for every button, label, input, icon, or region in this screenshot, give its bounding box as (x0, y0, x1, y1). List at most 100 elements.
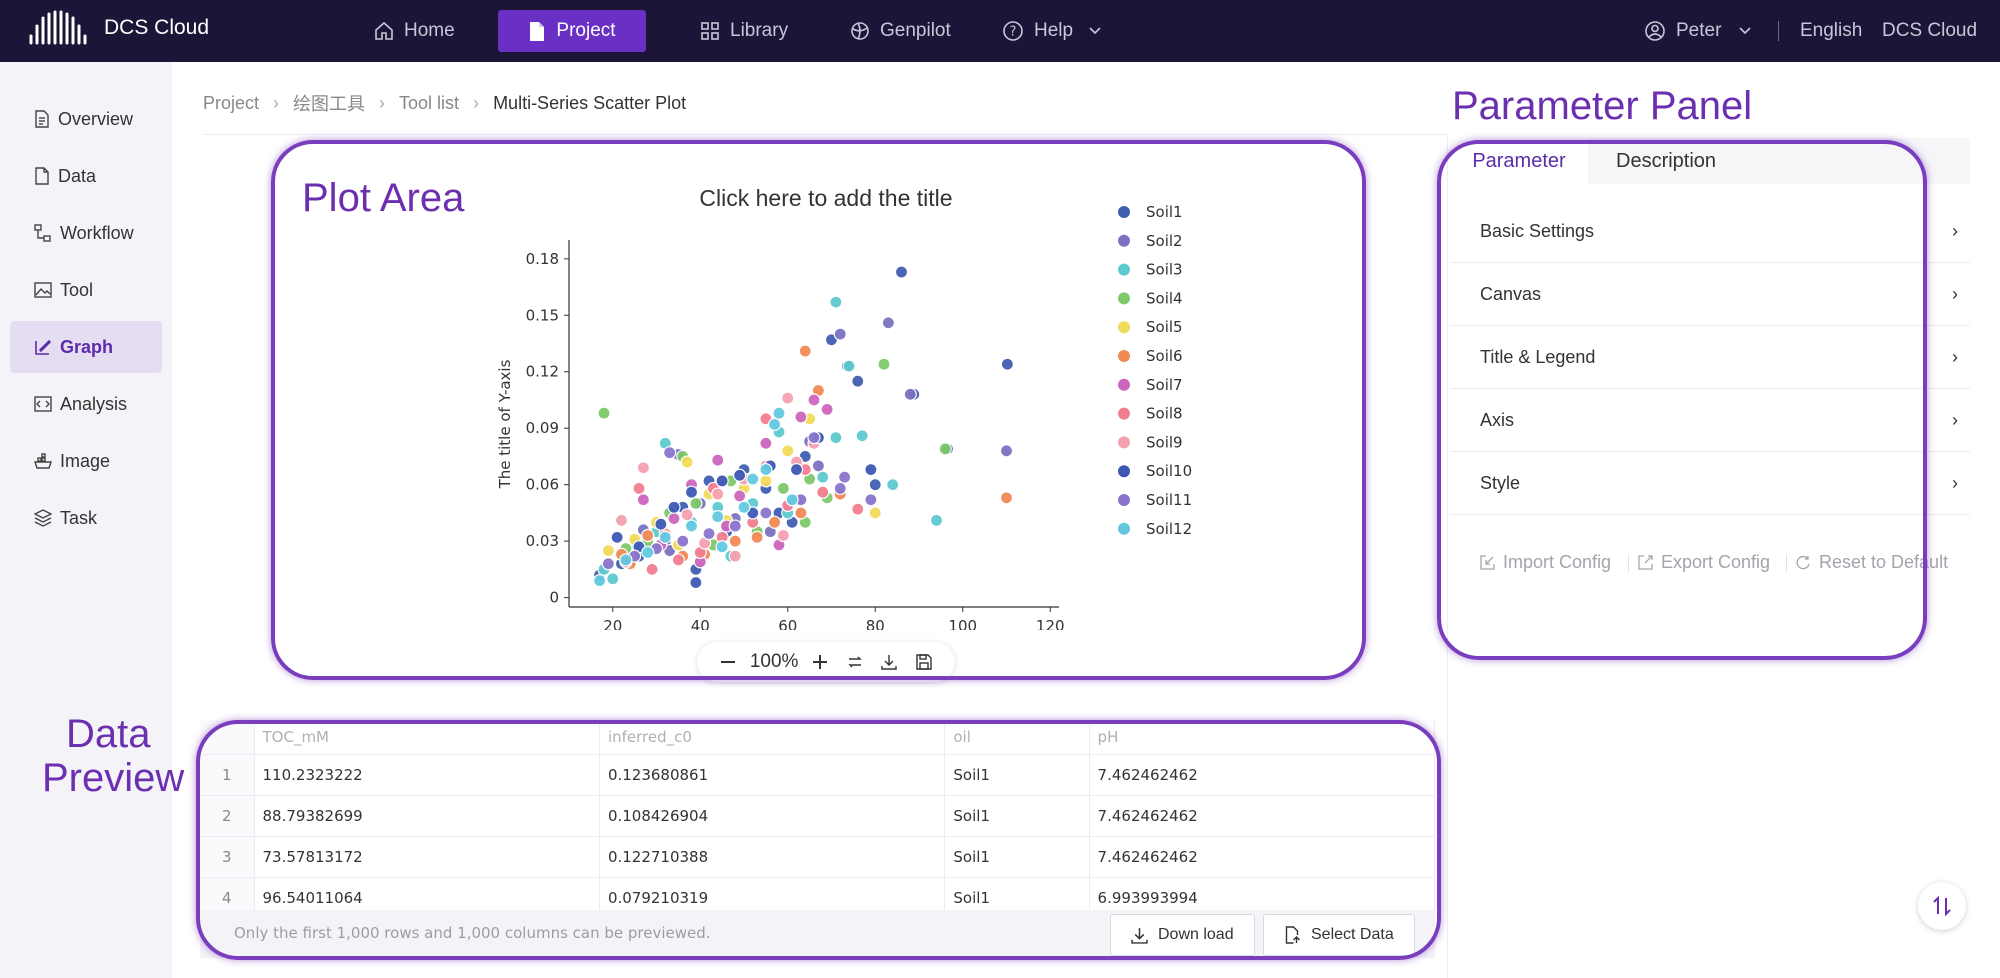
data-point-soil10[interactable] (654, 517, 668, 531)
legend-label[interactable]: Soil2 (1146, 232, 1183, 250)
sidebar-item-image[interactable]: Image (10, 435, 162, 487)
legend-marker[interactable] (1118, 292, 1130, 305)
data-point-soil6[interactable] (641, 528, 655, 543)
data-point-soil5[interactable] (868, 506, 882, 520)
reset-default-button[interactable]: Reset to Default (1796, 552, 1948, 573)
data-point-soil12[interactable] (746, 472, 760, 486)
data-point-soil11[interactable] (807, 431, 821, 445)
workspace-link[interactable]: DCS Cloud (1882, 20, 1978, 41)
data-point-soil3[interactable] (886, 478, 900, 492)
data-point-soil9[interactable] (636, 461, 650, 475)
data-point-soil6[interactable] (750, 530, 764, 544)
data-point-soil9[interactable] (680, 508, 694, 522)
scatter-plot[interactable]: Click here to add the title 20 40 60 80 100 1… (270, 150, 1360, 630)
legend-marker[interactable] (1118, 522, 1130, 535)
legend-marker[interactable] (1118, 378, 1130, 391)
legend-marker[interactable] (1118, 407, 1130, 420)
data-point-soil4[interactable] (597, 406, 611, 420)
data-point-soil6[interactable] (794, 506, 808, 520)
legend-label[interactable]: Soil9 (1146, 433, 1183, 451)
nav-project[interactable]: Project (498, 10, 646, 52)
tab-description[interactable]: Description (1616, 149, 1717, 172)
data-point-soil1[interactable] (851, 374, 865, 388)
legend-label[interactable]: Soil1 (1146, 203, 1183, 221)
data-point-soil7[interactable] (820, 402, 834, 416)
data-point-soil8[interactable] (671, 553, 685, 567)
data-point-soil11[interactable] (838, 470, 852, 484)
table-cell[interactable]: 110.2323222 (254, 754, 600, 796)
data-point-soil11[interactable] (759, 506, 773, 520)
data-point-soil2[interactable] (903, 387, 917, 401)
import-config-button[interactable]: Import Config (1480, 552, 1611, 573)
column-header[interactable]: TOC_mM (254, 720, 600, 755)
data-point-soil3[interactable] (829, 431, 843, 445)
table-cell[interactable]: 73.57813172 (254, 836, 600, 878)
data-point-soil12[interactable] (759, 463, 773, 477)
section-basic-settings[interactable]: Basic Settings › (1450, 201, 1970, 263)
sidebar-item-data[interactable]: Data (10, 150, 162, 202)
reset-view-button[interactable] (842, 649, 868, 675)
data-point-soil4[interactable] (689, 496, 703, 511)
legend-marker[interactable] (1118, 263, 1130, 276)
save-button[interactable] (911, 649, 937, 675)
table-cell[interactable]: Soil1 (944, 754, 1090, 796)
data-point-soil3[interactable] (829, 295, 843, 309)
data-point-soil1[interactable] (894, 265, 909, 279)
data-point-soil10[interactable] (789, 463, 804, 477)
table-cell[interactable]: Soil1 (944, 795, 1090, 837)
data-point-soil1[interactable] (1000, 357, 1014, 371)
data-point-soil6[interactable] (768, 515, 782, 529)
table-cell[interactable]: 0.122710388 (599, 836, 946, 878)
legend-label[interactable]: Soil3 (1146, 261, 1183, 279)
section-axis[interactable]: Axis › (1450, 390, 1970, 452)
legend-label[interactable]: Soil5 (1146, 318, 1183, 336)
table-cell[interactable]: 7.462462462 (1089, 754, 1435, 796)
section-style[interactable]: Style › (1450, 453, 1970, 515)
column-header[interactable]: oil (944, 720, 1090, 755)
table-cell[interactable]: 88.79382699 (254, 795, 600, 837)
legend-marker[interactable] (1118, 465, 1130, 478)
data-point-soil12[interactable] (658, 530, 672, 544)
data-point-soil10[interactable] (733, 468, 747, 482)
data-point-soil11[interactable] (601, 557, 615, 571)
sort-toggle-button[interactable] (1918, 882, 1966, 930)
nav-home[interactable]: Home (356, 10, 473, 52)
data-point-soil5[interactable] (601, 543, 615, 558)
data-point-soil7[interactable] (711, 453, 725, 467)
data-point-soil8[interactable] (816, 485, 830, 499)
data-point-soil10[interactable] (864, 463, 878, 477)
column-header[interactable]: inferred_c0 (599, 720, 946, 755)
table-cell[interactable]: 0.108426904 (599, 795, 946, 837)
data-point-soil5[interactable] (781, 444, 795, 458)
data-point-soil1[interactable] (868, 478, 882, 492)
legend-marker[interactable] (1118, 436, 1130, 449)
legend-label[interactable]: Soil12 (1146, 520, 1192, 538)
data-point-soil11[interactable] (833, 481, 847, 496)
breadcrumb-project[interactable]: Project (203, 92, 260, 113)
table-cell[interactable]: 7.462462462 (1089, 836, 1435, 878)
sidebar-item-workflow[interactable]: Workflow (10, 207, 162, 259)
data-point-soil12[interactable] (737, 500, 751, 514)
legend-marker[interactable] (1118, 350, 1130, 362)
data-point-soil3[interactable] (606, 572, 620, 586)
breadcrumb-tool-list[interactable]: Tool list (399, 92, 460, 113)
data-point-soil8[interactable] (645, 562, 659, 576)
data-point-soil3[interactable] (842, 359, 856, 373)
legend-label[interactable]: Soil6 (1146, 347, 1183, 365)
brand[interactable]: DCS Cloud (28, 10, 209, 46)
data-point-soil12[interactable] (768, 417, 782, 432)
data-point-soil2[interactable] (999, 444, 1014, 458)
data-point-soil10[interactable] (689, 575, 703, 590)
data-point-soil12[interactable] (619, 553, 633, 567)
nav-library[interactable]: Library (682, 10, 806, 52)
legend-label[interactable]: Soil7 (1146, 376, 1183, 394)
data-point-soil6[interactable] (728, 534, 742, 548)
data-point-soil11[interactable] (676, 534, 690, 548)
data-point-soil3[interactable] (929, 513, 944, 528)
zoom-in-button[interactable] (807, 649, 833, 675)
nav-genpilot[interactable]: Genpilot (832, 10, 969, 52)
data-point-soil3[interactable] (816, 470, 830, 484)
sidebar-item-graph[interactable]: Graph (10, 321, 162, 373)
data-point-soil10[interactable] (715, 474, 729, 488)
data-point-soil10[interactable] (610, 530, 624, 544)
